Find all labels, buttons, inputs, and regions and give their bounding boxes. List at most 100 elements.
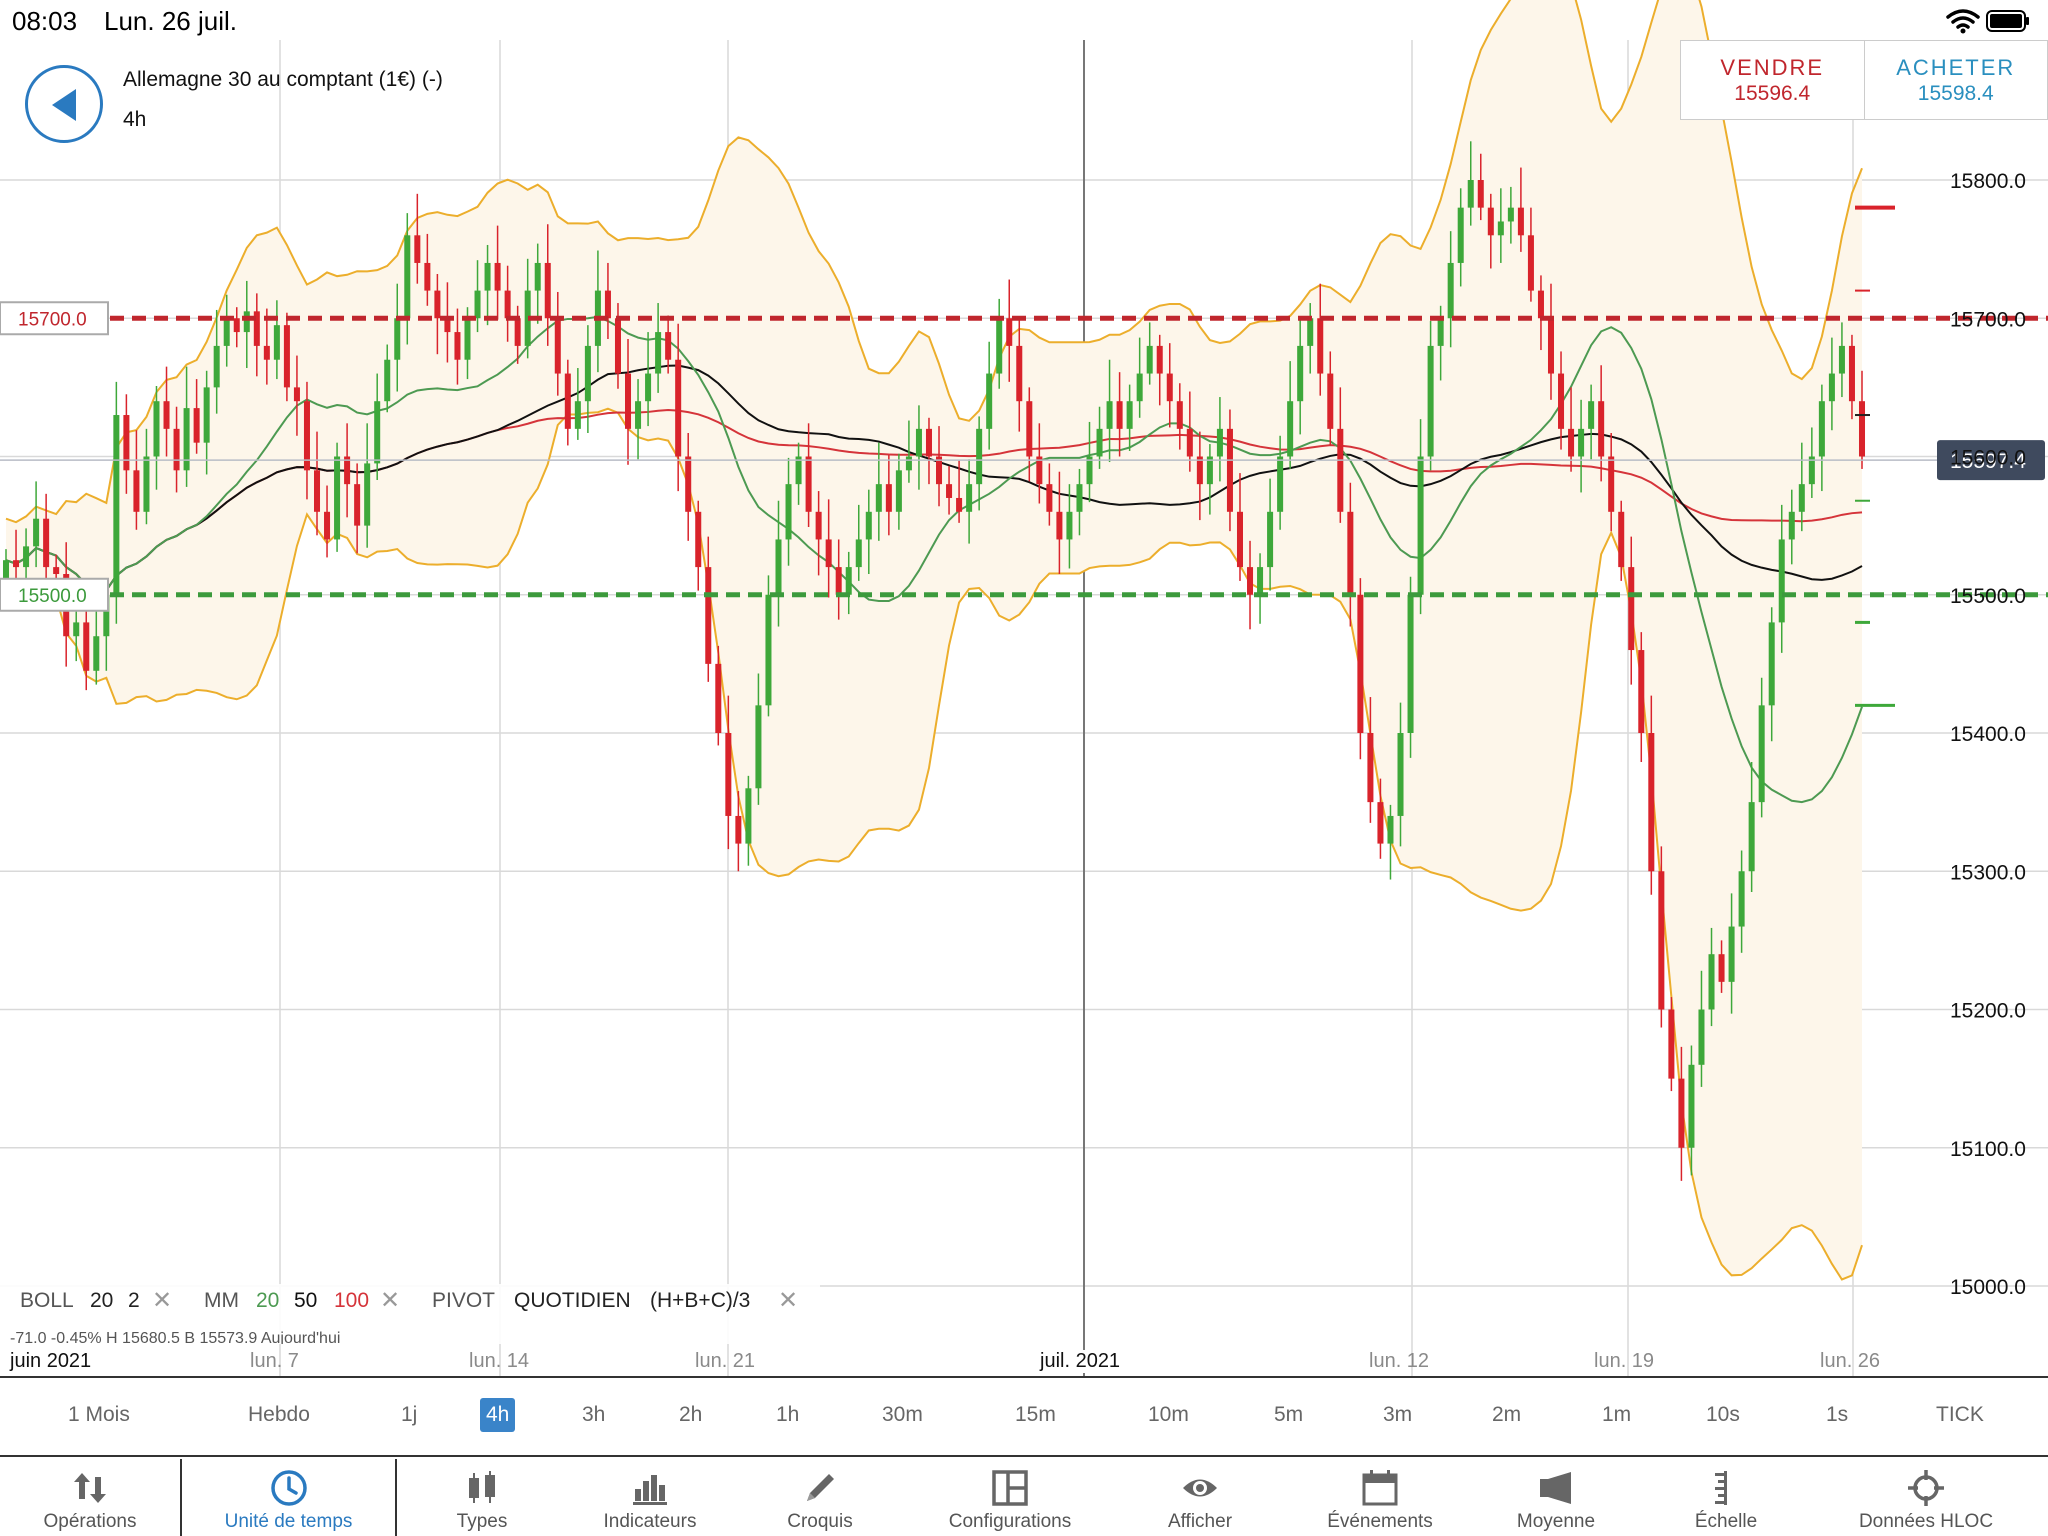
toolbar-timeframe[interactable]: Unité de temps <box>182 1457 395 1536</box>
toolbar-display[interactable]: Afficher <box>1130 1457 1270 1536</box>
toolbar-operations[interactable]: Opérations <box>0 1457 180 1536</box>
tf-3m[interactable]: 3m <box>1383 1403 1413 1426</box>
candle <box>574 368 581 440</box>
candle <box>1447 231 1454 348</box>
candle <box>324 485 331 558</box>
y-axis-label: 15500.0 <box>1950 585 2026 608</box>
candle <box>635 379 642 460</box>
remove-boll-icon[interactable]: ✕ <box>152 1287 173 1314</box>
candle <box>1327 351 1334 446</box>
candle-body <box>484 262 491 291</box>
toolbar-label: Moyenne <box>1516 1511 1596 1532</box>
candle <box>454 308 461 385</box>
candles-icon <box>469 1471 495 1503</box>
candle <box>1708 927 1715 1027</box>
current-price-tag: 15597.4 <box>1937 440 2045 481</box>
candle <box>524 258 531 359</box>
tf-1s[interactable]: 1s <box>1826 1403 1849 1426</box>
tf-2h[interactable]: 2h <box>679 1403 703 1426</box>
candle-body <box>1427 345 1434 457</box>
candle-body <box>1287 401 1294 457</box>
candle-body <box>1277 456 1284 512</box>
toolbar-events[interactable]: Événements <box>1300 1457 1460 1536</box>
candle <box>855 504 862 581</box>
candle <box>845 551 852 615</box>
buy-button[interactable]: ACHETER 15598.4 <box>1865 41 2048 119</box>
candle <box>444 282 451 363</box>
candle-body <box>434 290 441 319</box>
tf-hebdo[interactable]: Hebdo <box>248 1403 310 1426</box>
tf-30m[interactable]: 30m <box>882 1403 923 1426</box>
candle-body <box>1578 428 1585 457</box>
candle-body <box>1537 290 1544 319</box>
candle-body <box>564 373 571 429</box>
candle-body <box>1377 802 1384 844</box>
candle <box>1236 473 1243 581</box>
remove-mm-icon[interactable]: ✕ <box>380 1287 401 1314</box>
tf-5m[interactable]: 5m <box>1274 1403 1304 1426</box>
tf-4h[interactable]: 4h <box>480 1398 516 1432</box>
candle <box>715 645 722 746</box>
candle-body <box>956 497 963 512</box>
tf-3h[interactable]: 3h <box>582 1403 606 1426</box>
tf-1j[interactable]: 1j <box>401 1403 418 1426</box>
tf-2m[interactable]: 2m <box>1492 1403 1522 1426</box>
candle <box>1758 677 1765 818</box>
candle <box>1808 427 1815 498</box>
y-axis-label: 15000.0 <box>1950 1276 2026 1299</box>
candle-body <box>795 456 802 485</box>
toolbar-separator <box>395 1457 397 1536</box>
tf-tick[interactable]: TICK <box>1936 1403 1984 1426</box>
tf-1-mois[interactable]: 1 Mois <box>68 1403 130 1426</box>
candle-body <box>966 484 973 512</box>
candle <box>705 536 712 682</box>
candle <box>494 225 501 320</box>
remove-pivot-icon[interactable]: ✕ <box>778 1287 799 1314</box>
candle-body <box>273 325 280 360</box>
candle-body <box>524 290 531 346</box>
toolbar-types[interactable]: Types <box>412 1457 552 1536</box>
candle <box>1598 365 1605 482</box>
toolbar-average[interactable]: Moyenne <box>1486 1457 1626 1536</box>
legend-values-row: -71.0 -0.45% H 15680.5 B 15573.9 Aujourd… <box>10 1330 341 1344</box>
tf-10m[interactable]: 10m <box>1148 1403 1189 1426</box>
candle-body <box>534 262 541 291</box>
toolbar-hloc-data[interactable]: Données HLOC <box>1846 1457 2006 1536</box>
candle <box>193 379 200 454</box>
candle-body <box>1216 428 1223 457</box>
crosshair-icon <box>1908 1470 1944 1506</box>
level-label-text: 15700.0 <box>18 309 87 330</box>
toolbar-scale[interactable]: Échelle <box>1656 1457 1796 1536</box>
candle-body <box>735 815 742 844</box>
candle-body <box>1106 401 1113 429</box>
toolbar-indicators[interactable]: Indicateurs <box>580 1457 720 1536</box>
candle <box>1196 431 1203 521</box>
toolbar-configurations[interactable]: Configurations <box>930 1457 1090 1536</box>
current-price-tag-text: 15597.4 <box>1950 450 2026 473</box>
toolbar-drawing[interactable]: Croquis <box>750 1457 890 1536</box>
tf-15m[interactable]: 15m <box>1015 1403 1056 1426</box>
sell-button[interactable]: VENDRE 15596.4 <box>1681 41 1865 119</box>
support-level-label: 15500.0 <box>0 577 109 612</box>
candle-body <box>1688 1064 1695 1148</box>
back-button[interactable] <box>25 65 103 143</box>
candle <box>544 224 551 346</box>
candle <box>885 455 892 536</box>
candle <box>1638 632 1645 763</box>
candle <box>1628 536 1635 685</box>
tf-10s[interactable]: 10s <box>1706 1403 1740 1426</box>
candle-body <box>885 484 892 512</box>
candle-body <box>715 663 722 733</box>
x-label-lun14: lun. 14 <box>469 1350 530 1372</box>
candle <box>1036 423 1043 504</box>
candle-body <box>424 262 431 291</box>
candle <box>43 493 50 583</box>
candle <box>996 298 1003 389</box>
price-chart[interactable]: 15700.0 15500.0 15597.4 15800.0 15700.0 15600… <box>0 0 2048 1376</box>
tf-1m[interactable]: 1m <box>1602 1403 1632 1426</box>
level-label-box <box>0 577 109 612</box>
tf-1h[interactable]: 1h <box>776 1403 800 1426</box>
trade-panel: VENDRE 15596.4 ACHETER 15598.4 <box>1680 40 2048 120</box>
candle-body <box>1257 567 1264 595</box>
candle <box>354 463 361 554</box>
